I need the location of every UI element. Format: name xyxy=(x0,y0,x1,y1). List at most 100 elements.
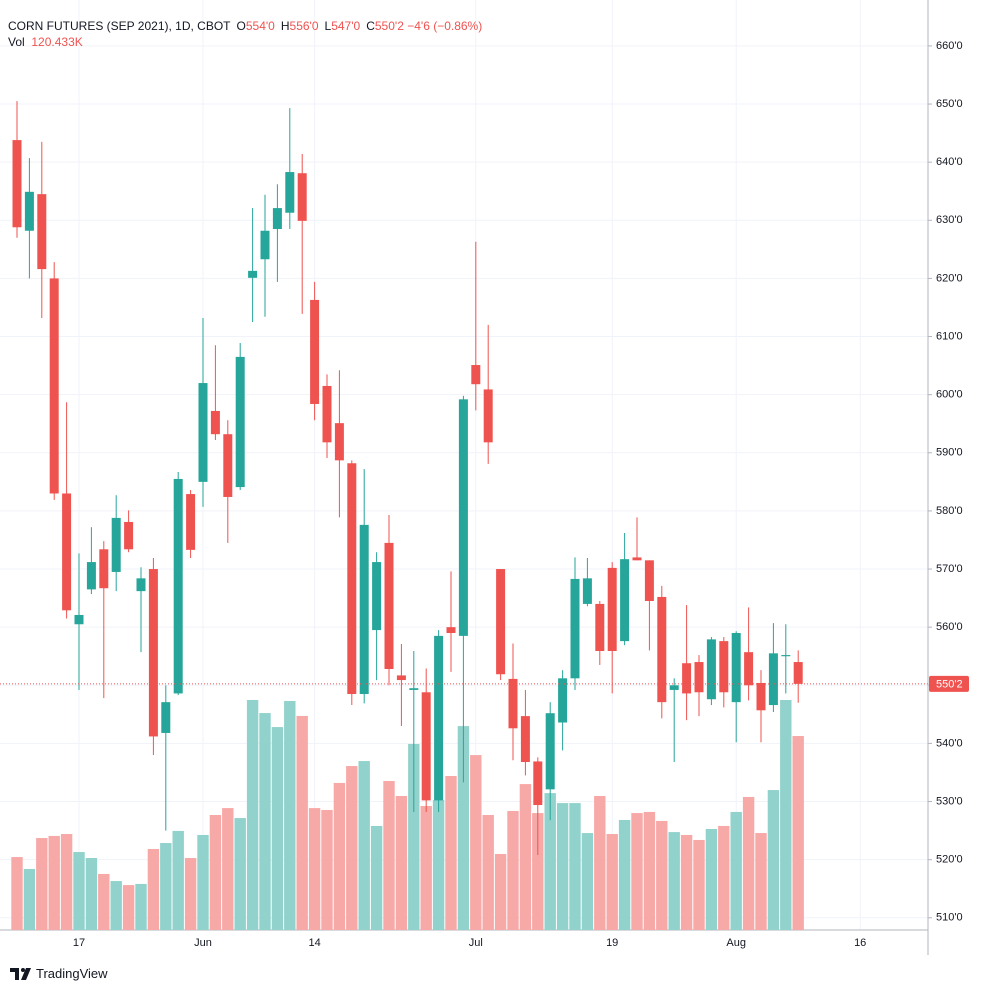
candle-body xyxy=(781,655,791,657)
volume-bar xyxy=(160,843,172,930)
volume-bar xyxy=(110,881,122,930)
volume-bar xyxy=(544,793,556,930)
x-tick-label: 19 xyxy=(606,937,618,949)
candle-body xyxy=(483,389,493,443)
y-tick-label: 530'0 xyxy=(936,795,963,807)
volume-bar xyxy=(792,736,804,930)
volume-bar xyxy=(631,813,643,930)
volume-bar xyxy=(556,803,569,930)
volume-bar xyxy=(296,715,308,930)
volume-bar xyxy=(259,713,271,930)
candle-body xyxy=(421,692,431,801)
candle-body xyxy=(86,562,96,590)
volume-bar xyxy=(383,781,395,930)
title: CORN FUTURES (SEP 2021), 1D, CBOT xyxy=(8,19,231,33)
volume-bar xyxy=(618,819,631,930)
volume-bar xyxy=(482,815,494,930)
y-tick-label: 650'0 xyxy=(936,98,963,110)
volume-bar xyxy=(346,766,358,930)
y-tick-label: 580'0 xyxy=(936,505,963,517)
volume-bar xyxy=(767,790,780,930)
candle-body xyxy=(148,569,158,737)
x-tick-label: 16 xyxy=(854,937,866,949)
volume-bar xyxy=(532,813,544,930)
y-tick-label: 510'0 xyxy=(936,912,963,924)
candle-body xyxy=(248,270,258,278)
candle-body xyxy=(520,716,530,763)
y-tick-label: 570'0 xyxy=(936,563,963,575)
candle-body xyxy=(359,524,369,695)
candle-body xyxy=(558,678,568,723)
candle-body xyxy=(657,596,667,703)
candle-body xyxy=(99,549,109,589)
candle-body xyxy=(223,434,233,497)
candle-body xyxy=(334,423,344,461)
y-tick-label: 660'0 xyxy=(936,40,963,52)
y-tick-label: 520'0 xyxy=(936,854,963,866)
header: CORN FUTURES (SEP 2021), 1D, CBOT O554'0 H… xyxy=(8,18,482,50)
x-tick-label: 17 xyxy=(73,937,85,949)
ohlc-value: 550'2 xyxy=(374,19,404,33)
candle-body xyxy=(545,713,555,790)
volume-bar xyxy=(197,834,209,930)
volume-bar xyxy=(98,873,110,930)
volume-bar xyxy=(246,700,259,930)
volume-bar xyxy=(85,858,98,930)
header-line: CORN FUTURES (SEP 2021), 1D, CBOT O554'0 H… xyxy=(8,18,482,34)
volume-bar xyxy=(668,832,680,930)
volume-bar xyxy=(606,834,618,930)
volume-bar xyxy=(36,838,48,930)
volume-bar xyxy=(432,800,445,930)
candle-body xyxy=(533,761,543,806)
volume-bar xyxy=(705,829,718,930)
volume-bar xyxy=(718,825,730,930)
candle-body xyxy=(136,578,146,592)
candle-body xyxy=(471,365,481,385)
volume-bar xyxy=(395,795,408,930)
volume-bar xyxy=(755,833,767,930)
candle-body xyxy=(173,478,183,694)
candle-body xyxy=(694,662,704,693)
last-price-box xyxy=(929,675,969,692)
volume-bar xyxy=(48,835,60,930)
volume-bar xyxy=(184,858,197,930)
volume-bar xyxy=(780,700,792,930)
candle-body xyxy=(74,614,84,625)
candle-body xyxy=(62,493,72,611)
logo-icon xyxy=(10,967,31,980)
volume-bar xyxy=(135,883,147,930)
candle-body xyxy=(297,173,307,221)
y-tick-label: 610'0 xyxy=(936,330,963,342)
candle-body xyxy=(322,385,332,443)
volume-line: Vol 120.433K xyxy=(8,34,482,50)
x-tick-label: Aug xyxy=(726,937,746,949)
candle-body xyxy=(607,567,617,651)
volume-bar xyxy=(358,761,370,930)
volume-bar xyxy=(60,834,73,930)
volume-bar xyxy=(680,834,693,930)
volume-bar xyxy=(569,803,581,930)
candle-body xyxy=(111,517,121,572)
y-tick-label: 640'0 xyxy=(936,156,963,168)
candle-body xyxy=(570,578,580,679)
candle-body xyxy=(235,356,245,488)
candle-body xyxy=(409,688,419,690)
ohlc-key: L xyxy=(324,19,332,33)
x-tick-label: Jul xyxy=(469,937,483,949)
candle-body xyxy=(260,230,270,260)
last-price-label: 550'2 xyxy=(936,679,963,691)
volume-bar xyxy=(209,815,222,930)
volume-bar xyxy=(494,853,507,930)
volume-bar xyxy=(643,811,656,930)
candle-body xyxy=(595,603,605,651)
volume-bar xyxy=(656,820,668,930)
candle-body xyxy=(682,663,692,694)
candle-body xyxy=(793,662,803,684)
x-tick-label: Jun xyxy=(194,937,212,949)
candle-body xyxy=(372,562,382,631)
volume-bar xyxy=(370,825,383,930)
volume-bar xyxy=(408,743,420,930)
candle-body xyxy=(24,191,34,231)
candle-body xyxy=(396,675,406,681)
